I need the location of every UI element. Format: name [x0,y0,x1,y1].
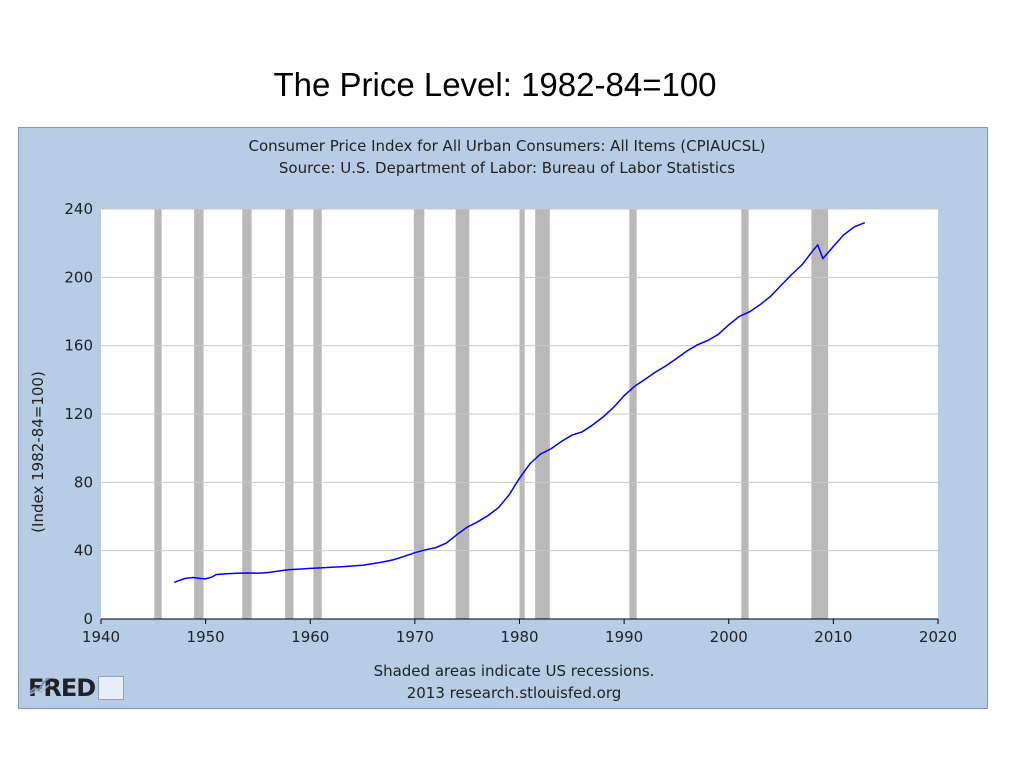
y-tick-label-40: 40 [74,542,93,560]
chart-panel: Consumer Price Index for All Urban Consu… [18,127,988,709]
x-tick-label-1970: 1970 [396,628,434,646]
x-tick-label-2010: 2010 [814,628,852,646]
x-tick-label-1990: 1990 [605,628,643,646]
y-tick-label-240: 240 [64,200,93,218]
x-tick-label-2020: 2020 [919,628,957,646]
y-tick-label-160: 160 [64,337,93,355]
chart-title: Consumer Price Index for All Urban Consu… [248,137,765,155]
y-tick-label-120: 120 [64,405,93,423]
cpi-series-line [173,222,866,584]
y-tick-label-0: 0 [83,610,93,628]
recession-footnote: Shaded areas indicate US recessions. [374,662,655,680]
y-axis-label: (Index 1982-84=100) [29,371,47,533]
x-tick-label-1960: 1960 [291,628,329,646]
fred-chart-icon [29,676,125,700]
x-tick-label-1950: 1950 [187,628,225,646]
x-tick-label-1940: 1940 [82,628,120,646]
source-credit: 2013 research.stlouisfed.org [407,684,622,702]
x-tick-label-2000: 2000 [710,628,748,646]
x-tick-label-1980: 1980 [500,628,538,646]
y-tick-label-80: 80 [74,473,93,491]
slide-title: The Price Level: 1982-84=100 [273,66,717,103]
cpi-line-chart: Consumer Price Index for All Urban Consu… [29,137,957,702]
y-tick-label-200: 200 [64,268,93,286]
chart-subtitle: Source: U.S. Department of Labor: Bureau… [279,159,735,177]
fred-logo: FRED [28,674,125,702]
